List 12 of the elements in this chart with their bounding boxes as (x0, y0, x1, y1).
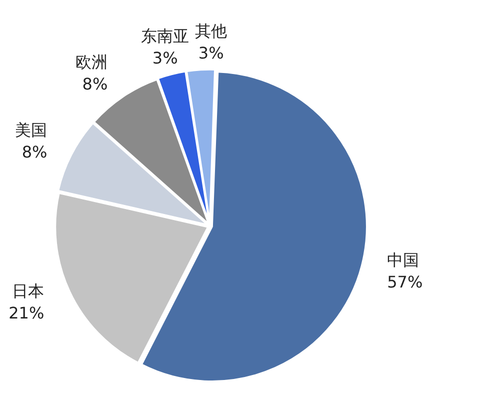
slice-label: 欧洲 (76, 52, 108, 72)
data-label: 3% (198, 43, 224, 62)
slice-label: 东南亚 (141, 26, 190, 46)
slice-label: 日本 (12, 281, 44, 300)
data-label: 8% (82, 74, 108, 94)
slice-label: 中国 (387, 250, 420, 270)
data-label: 8% (22, 142, 48, 162)
slice-label: 美国 (15, 120, 48, 140)
data-label: 57% (387, 272, 423, 292)
data-label: 21% (8, 303, 44, 322)
slice-label: 其他 (195, 21, 228, 40)
data-label: 3% (152, 48, 178, 68)
